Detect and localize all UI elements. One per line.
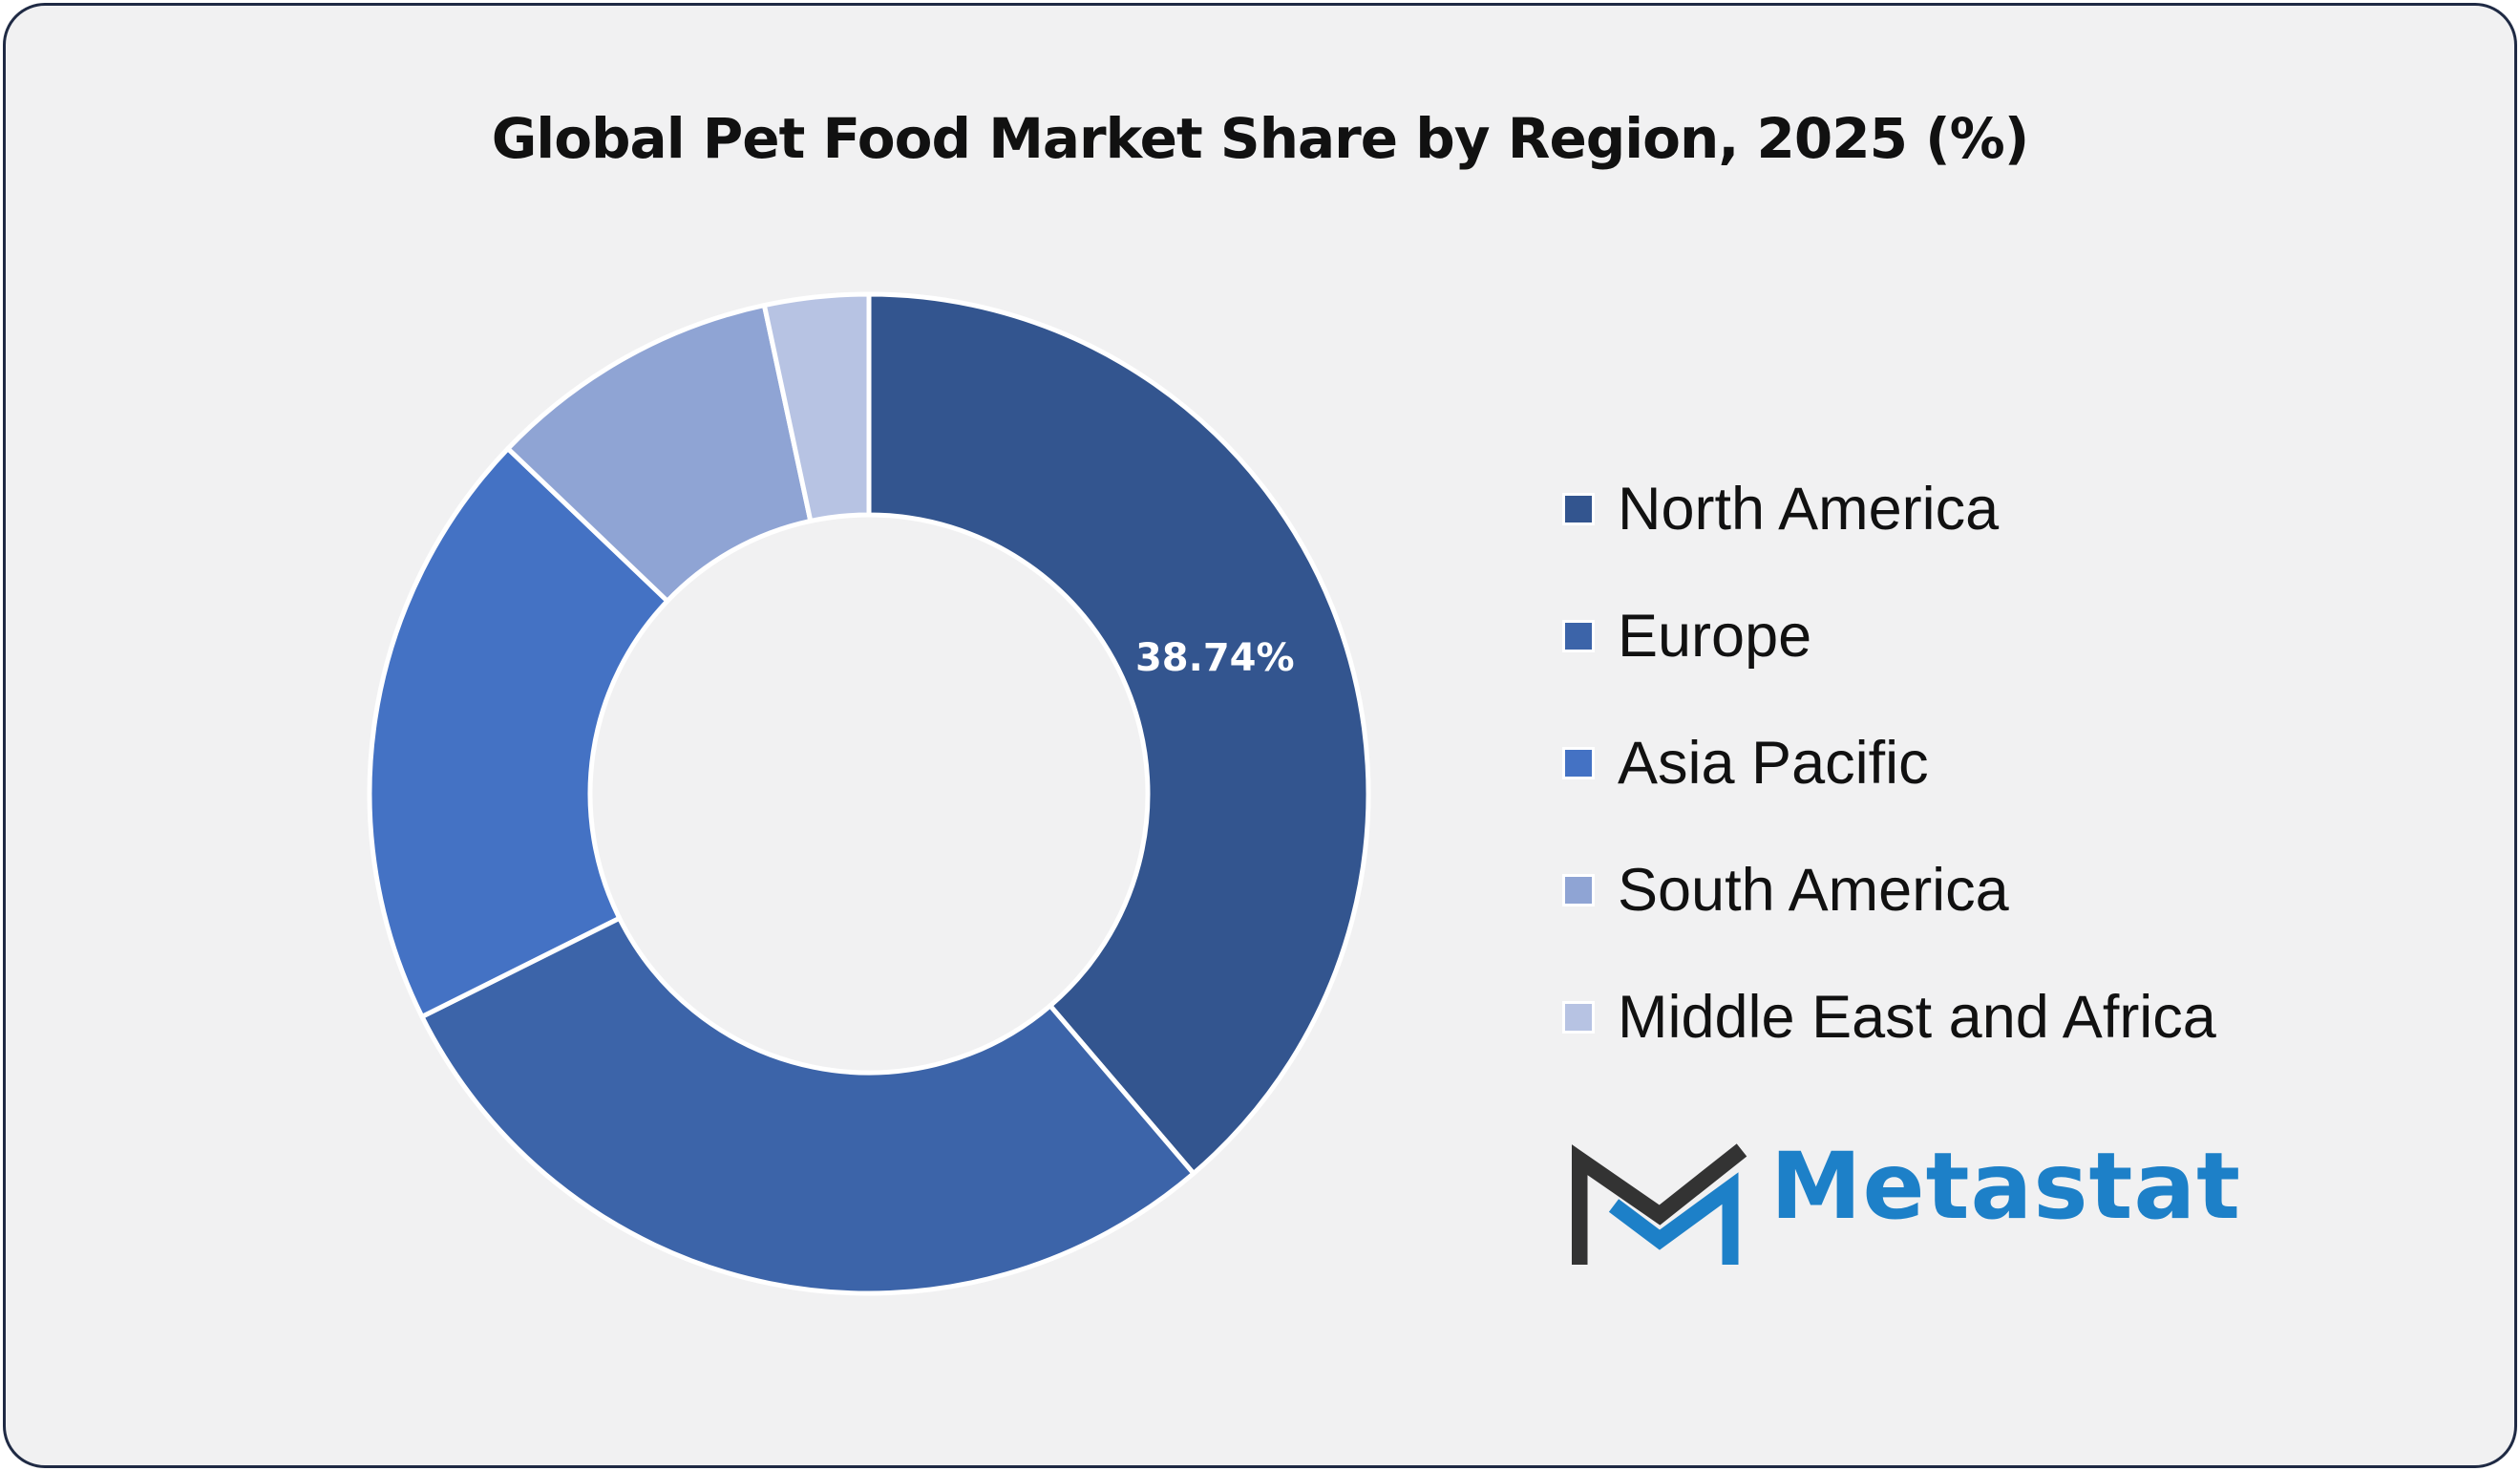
metastat-m-logo-icon — [1572, 1143, 1747, 1265]
donut-chart: 38.74% — [367, 291, 1371, 1296]
donut-slice-asia-pacific — [367, 446, 670, 1019]
chart-title: Global Pet Food Market Share by Region, … — [491, 106, 2030, 171]
legend-item-asia-pacific: Asia Pacific — [1562, 699, 2216, 826]
legend-label: Europe — [1618, 602, 1812, 670]
chart-card: Global Pet Food Market Share by Region, … — [3, 3, 2517, 1468]
donut-slice-europe — [419, 915, 1196, 1296]
legend-label: South America — [1618, 856, 2009, 924]
data-label-north-america: 38.74% — [1135, 636, 1295, 680]
legend-label: North America — [1618, 475, 2000, 543]
legend-label: Asia Pacific — [1618, 729, 1929, 797]
legend-item-south-america: South America — [1562, 826, 2216, 953]
legend-item-europe: Europe — [1562, 572, 2216, 699]
legend-swatch — [1562, 619, 1595, 652]
legend-label: Middle East and Africa — [1618, 983, 2216, 1051]
legend-swatch — [1562, 1000, 1595, 1034]
donut-slice-north-america — [866, 291, 1371, 1176]
legend-item-north-america: North America — [1562, 445, 2216, 572]
brand-logo: Metastat — [1572, 1123, 2259, 1267]
legend-swatch — [1562, 746, 1595, 779]
donut-slice-middle-east-and-africa — [761, 291, 872, 523]
legend-swatch — [1562, 873, 1595, 906]
chart-legend: North America Europe Asia Pacific South Ame… — [1562, 445, 2216, 1080]
brand-name: Metastat — [1770, 1133, 2242, 1240]
legend-item-middle-east-and-africa: Middle East and Africa — [1562, 953, 2216, 1080]
legend-swatch — [1562, 492, 1595, 525]
